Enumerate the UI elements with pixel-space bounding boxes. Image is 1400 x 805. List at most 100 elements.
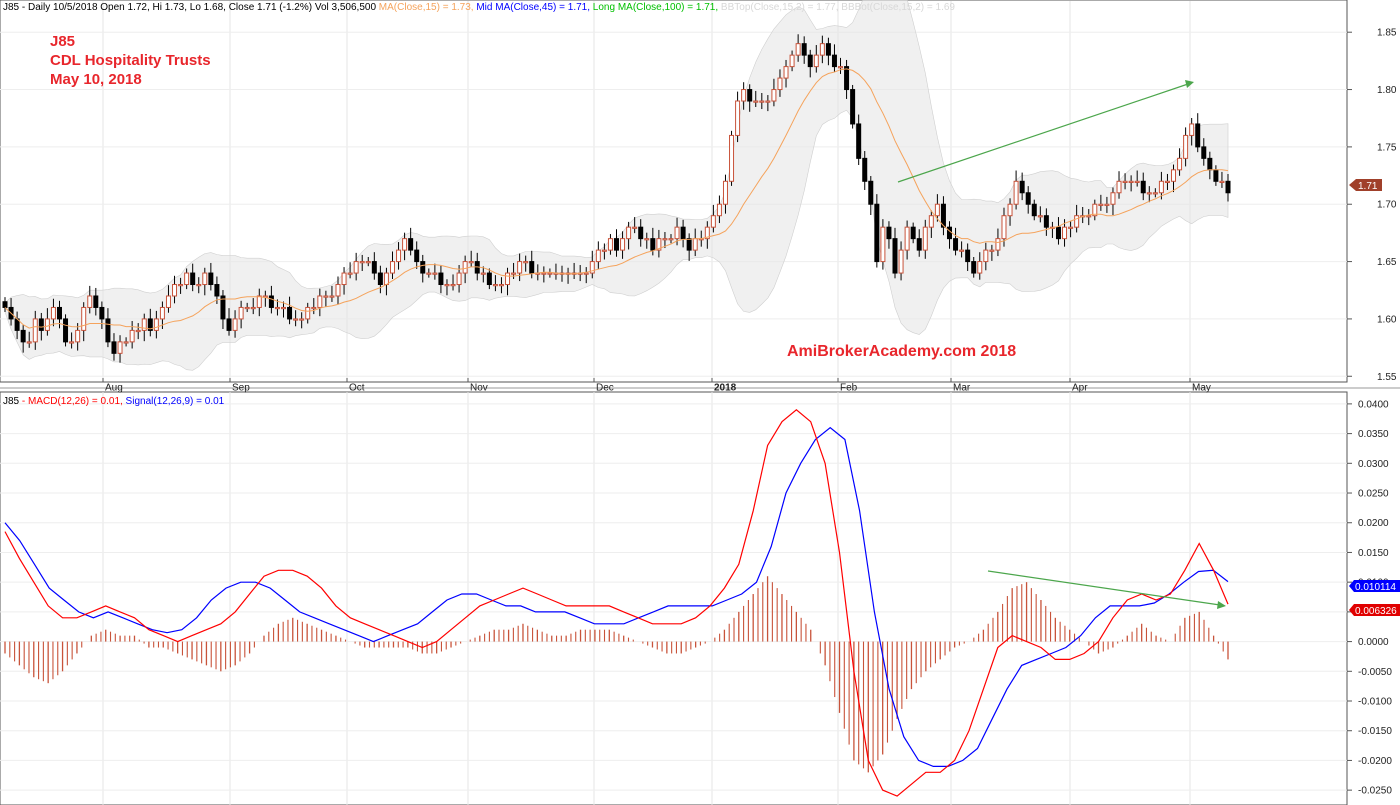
candle-body bbox=[462, 261, 468, 274]
candle-body bbox=[862, 157, 868, 182]
price-candle bbox=[868, 176, 874, 216]
x-tick-label: Sep bbox=[232, 382, 250, 393]
macd-y-tick-label: -0.0100 bbox=[1358, 697, 1392, 708]
candle-body bbox=[159, 306, 165, 320]
candle-body bbox=[1025, 192, 1031, 205]
price-candle bbox=[305, 302, 311, 324]
price-candle bbox=[87, 285, 93, 314]
price-candle bbox=[644, 232, 650, 249]
price-candle bbox=[850, 84, 856, 129]
candle-body bbox=[965, 249, 971, 263]
candle-body bbox=[1019, 180, 1025, 194]
candle-body bbox=[50, 306, 56, 320]
price-candle bbox=[807, 49, 813, 78]
candle-body bbox=[305, 306, 311, 320]
price-candle bbox=[450, 274, 456, 291]
candle-body bbox=[184, 272, 190, 286]
candle-body bbox=[989, 249, 995, 252]
price-candle bbox=[1019, 172, 1025, 201]
price-candle bbox=[184, 268, 190, 290]
macd-value-label: 0.006326 bbox=[1355, 606, 1397, 617]
candle-body bbox=[371, 261, 377, 274]
candle-body bbox=[983, 249, 989, 263]
candle-body bbox=[329, 295, 335, 298]
candle-body bbox=[111, 341, 117, 354]
candle-body bbox=[1164, 180, 1170, 183]
candle-body bbox=[1177, 157, 1183, 171]
candle-body bbox=[268, 295, 274, 308]
price-panel-frame bbox=[0, 0, 1348, 383]
candle-body bbox=[20, 329, 26, 343]
price-candle bbox=[910, 222, 916, 244]
candle-body bbox=[529, 261, 535, 274]
macd-y-tick-label: 0.0400 bbox=[1358, 399, 1389, 410]
macd-y-tick-label: 0.0300 bbox=[1358, 459, 1389, 470]
candle-body bbox=[432, 272, 438, 275]
price-header-long-ma: Long MA(Close,100) = 1.71, bbox=[590, 2, 718, 13]
candle-body bbox=[886, 226, 892, 240]
candle-body bbox=[795, 43, 801, 56]
x-tick-label: Nov bbox=[470, 382, 488, 393]
price-candle bbox=[432, 263, 438, 280]
macd-header-symbol: J85 bbox=[3, 396, 20, 407]
candle-body bbox=[99, 306, 105, 320]
price-candle bbox=[420, 254, 426, 283]
price-candle bbox=[1134, 170, 1140, 187]
candle-body bbox=[365, 261, 371, 264]
price-candle bbox=[953, 227, 959, 256]
price-candle bbox=[747, 84, 753, 112]
price-candle bbox=[123, 337, 129, 347]
macd-y-tick-label: -0.0200 bbox=[1358, 756, 1392, 767]
price-candle bbox=[989, 244, 995, 261]
price-candle bbox=[1158, 171, 1164, 200]
price-candle bbox=[153, 310, 159, 339]
price-candle bbox=[589, 250, 595, 279]
price-candle bbox=[202, 267, 208, 296]
macd-value-tag: 0.006326 bbox=[1349, 604, 1400, 617]
price-candle bbox=[1001, 207, 1007, 247]
price-candle bbox=[69, 332, 75, 349]
candle-body bbox=[801, 43, 807, 56]
candle-body bbox=[281, 306, 287, 310]
candle-body bbox=[1104, 203, 1110, 206]
price-candle bbox=[81, 302, 87, 342]
candle-body bbox=[129, 329, 135, 343]
price-header: J85 - Daily 10/5/2018 Open 1.72, Hi 1.73… bbox=[3, 2, 955, 13]
price-candle bbox=[299, 312, 305, 329]
candle-body bbox=[910, 226, 916, 240]
price-y-tick-label: 1.75 bbox=[1377, 142, 1397, 153]
price-candle bbox=[1068, 221, 1074, 238]
price-trend-arrow bbox=[897, 80, 1194, 183]
candle-body bbox=[904, 226, 910, 251]
price-candle bbox=[396, 242, 402, 270]
candle-body bbox=[511, 272, 517, 275]
price-candle bbox=[63, 314, 69, 347]
price-candle bbox=[486, 268, 492, 290]
candle-body bbox=[880, 226, 886, 263]
price-candle bbox=[898, 241, 904, 281]
price-candle bbox=[147, 308, 153, 337]
candle-body bbox=[1225, 180, 1231, 194]
candle-body bbox=[614, 238, 619, 251]
price-candle bbox=[729, 130, 735, 186]
candle-body bbox=[165, 295, 171, 308]
candle-body bbox=[541, 272, 547, 275]
candle-body bbox=[747, 89, 753, 102]
candle-body bbox=[456, 272, 462, 286]
price-candle bbox=[789, 50, 795, 72]
candle-body bbox=[196, 284, 202, 287]
candle-body bbox=[1074, 215, 1080, 228]
price-candle bbox=[831, 44, 837, 72]
price-y-tick-label: 1.85 bbox=[1377, 28, 1397, 39]
price-candle bbox=[1104, 196, 1110, 213]
price-candle bbox=[1055, 217, 1061, 245]
last-price-label: 1.71 bbox=[1358, 181, 1378, 192]
price-candle bbox=[583, 267, 589, 284]
candle-body bbox=[335, 284, 341, 297]
price-candle bbox=[856, 114, 862, 166]
candle-body bbox=[1219, 180, 1225, 183]
macd-y-tick-label: 0.0350 bbox=[1358, 429, 1389, 440]
candle-body bbox=[946, 226, 952, 240]
candle-body bbox=[1158, 180, 1164, 194]
candle-body bbox=[81, 306, 87, 331]
